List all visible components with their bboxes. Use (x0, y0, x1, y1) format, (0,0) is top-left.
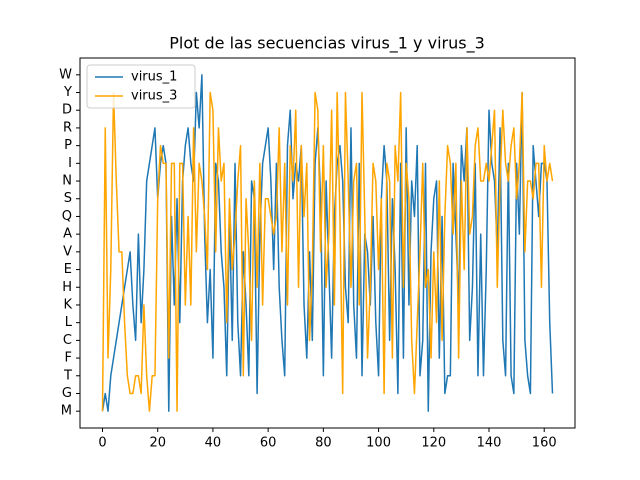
x-tick-label: 60 (260, 436, 277, 451)
y-tick-label: H (62, 280, 72, 295)
y-tick-label: T (63, 368, 72, 383)
y-tick-label: C (63, 333, 72, 348)
legend-label: virus_3 (131, 89, 177, 104)
series-line (101, 91, 554, 412)
legend-box (86, 64, 196, 109)
y-tick-label: D (62, 103, 72, 118)
y-tick-label: K (63, 297, 72, 312)
y-tick-label: N (62, 174, 72, 189)
y-tick-label: V (63, 244, 72, 259)
y-tick-label: Q (62, 209, 72, 224)
x-tick-label: 160 (532, 436, 557, 451)
x-tick-label: 100 (366, 436, 391, 451)
y-tick-label: G (62, 386, 72, 401)
y-tick-label: I (68, 156, 72, 171)
x-tick-label: 20 (149, 436, 166, 451)
y-tick-label: M (61, 404, 72, 419)
x-tick-label: 140 (477, 436, 502, 451)
x-tick-label: 40 (205, 436, 222, 451)
chart-title: Plot de las secuencias virus_1 y virus_3 (169, 34, 485, 54)
y-tick-label: P (64, 138, 72, 153)
y-tick-label: A (63, 227, 72, 242)
x-tick-label: 120 (421, 436, 446, 451)
x-tick-label: 80 (315, 436, 332, 451)
y-tick-label: E (64, 262, 72, 277)
y-tick-label: L (65, 315, 73, 330)
y-tick-label: F (65, 351, 72, 366)
y-tick-label: Y (63, 85, 72, 100)
plot-frame (79, 57, 576, 429)
y-tick-label: R (63, 120, 72, 135)
series-line (101, 74, 554, 412)
legend-label: virus_1 (131, 70, 177, 85)
y-tick-label: S (64, 191, 72, 206)
y-tick-label: W (59, 67, 72, 82)
x-tick-label: 0 (98, 436, 106, 451)
